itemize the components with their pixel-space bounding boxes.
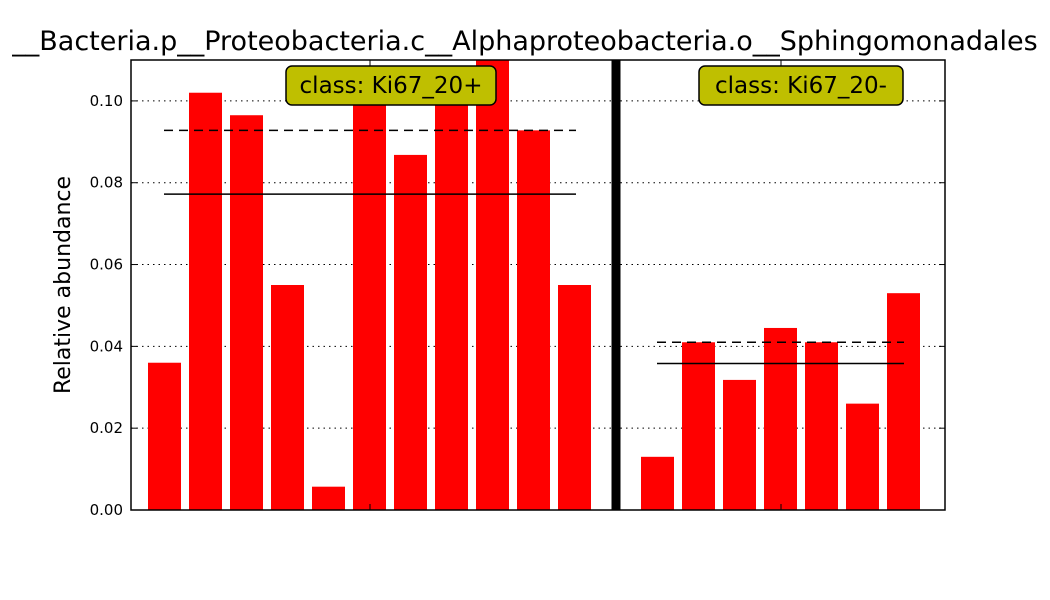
- bar: [558, 285, 591, 510]
- bar: [682, 342, 715, 510]
- y-tick-label: 0.10: [90, 92, 123, 110]
- bar: [641, 456, 674, 510]
- chart-title: __Bacteria.p__Proteobacteria.c__Alphapro…: [11, 26, 1037, 57]
- bar: [394, 154, 427, 510]
- y-tick-label: 0.02: [90, 419, 123, 437]
- bar: [846, 403, 879, 510]
- y-ticks: 0.00 0.02 0.04 0.06 0.08 0.10: [90, 60, 945, 519]
- y-tick-label: 0.00: [90, 501, 123, 519]
- bar: [764, 327, 797, 510]
- bar: [723, 379, 756, 510]
- bar: [517, 130, 550, 510]
- bar: [353, 100, 386, 510]
- bars: [148, 60, 920, 511]
- class-label-box: [698, 65, 904, 106]
- y-tick-label: 0.06: [90, 256, 123, 274]
- bar: [476, 60, 509, 510]
- y-tick-label: 0.04: [90, 337, 123, 355]
- bar: [271, 285, 304, 510]
- bar: [805, 342, 838, 510]
- bar: [230, 115, 263, 511]
- class-label: class: Ki67_20+: [300, 73, 483, 99]
- bar: [148, 362, 181, 510]
- plot-frame: [130, 59, 946, 511]
- stat-lines: [164, 129, 904, 365]
- y-tick-label: 0.08: [90, 174, 123, 192]
- bar: [189, 92, 222, 511]
- class-label: class: Ki67_20-: [715, 73, 887, 99]
- bar: [312, 486, 345, 510]
- bar: [887, 293, 920, 510]
- bar: [435, 100, 468, 510]
- y-axis-label: Relative abundance: [51, 176, 76, 394]
- axes-frame: [130, 59, 946, 511]
- class-labels: class: Ki67_20+ class: Ki67_20-: [285, 65, 904, 106]
- class-label-box: [285, 65, 497, 106]
